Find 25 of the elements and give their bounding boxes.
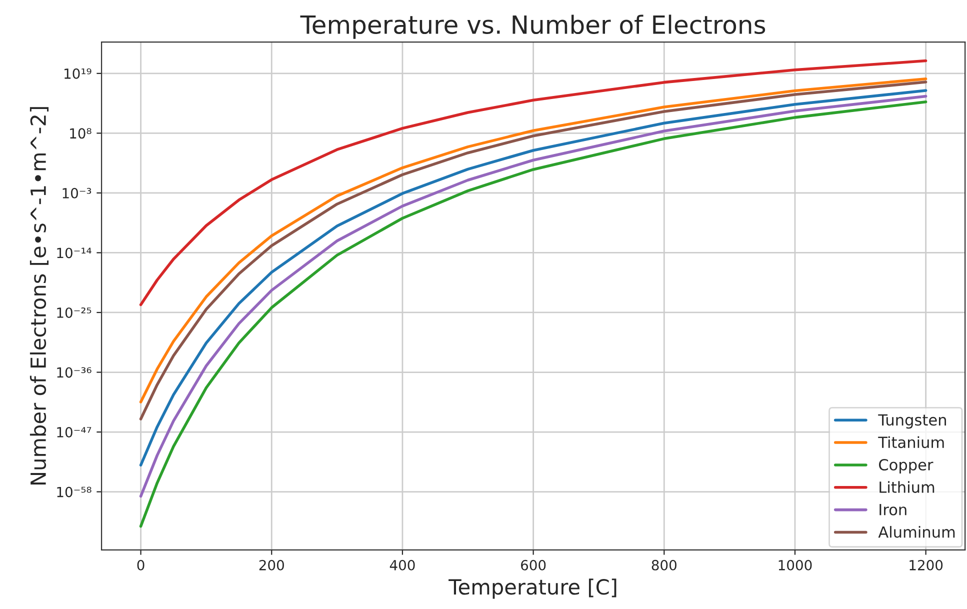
- legend-label: Titanium: [878, 436, 944, 448]
- y-tick-label: 10⁻³: [62, 188, 92, 198]
- x-axis-title: Temperature [C]: [448, 578, 616, 599]
- x-tick-label: 1200: [910, 560, 943, 570]
- legend-label: Lithium: [880, 481, 934, 493]
- x-tick-label: 400: [390, 560, 415, 570]
- y-tick-label: 10⁸: [70, 128, 92, 139]
- x-tick-label: 200: [259, 560, 284, 570]
- x-tick-label: 800: [652, 560, 676, 570]
- line-series: [139, 59, 928, 306]
- y-tick-label: 10⁻²⁵: [57, 307, 92, 318]
- y-tick-label: 10⁻¹⁴: [57, 248, 92, 258]
- y-axis-title: Number of Electrons [e•s^-1•m^-2]: [30, 107, 49, 485]
- x-tick-label: 1000: [778, 560, 812, 570]
- x-tick-label: 600: [521, 560, 546, 570]
- chart-title: Temperature vs. Number of Electrons: [300, 14, 766, 39]
- legend-label: Aluminum: [878, 526, 955, 538]
- legend-label: Tungsten: [878, 414, 946, 429]
- legend-label: Copper: [879, 458, 934, 474]
- x-tick-label: 0: [137, 560, 144, 570]
- y-tick-label: 10⁻⁴⁷: [57, 426, 92, 438]
- y-tick-label: 10⁻⁵⁸: [57, 486, 92, 498]
- y-tick-label: 10¹⁹: [64, 68, 92, 79]
- y-tick-label: 10⁻³⁶: [57, 367, 92, 378]
- legend-label: Iron: [880, 504, 906, 516]
